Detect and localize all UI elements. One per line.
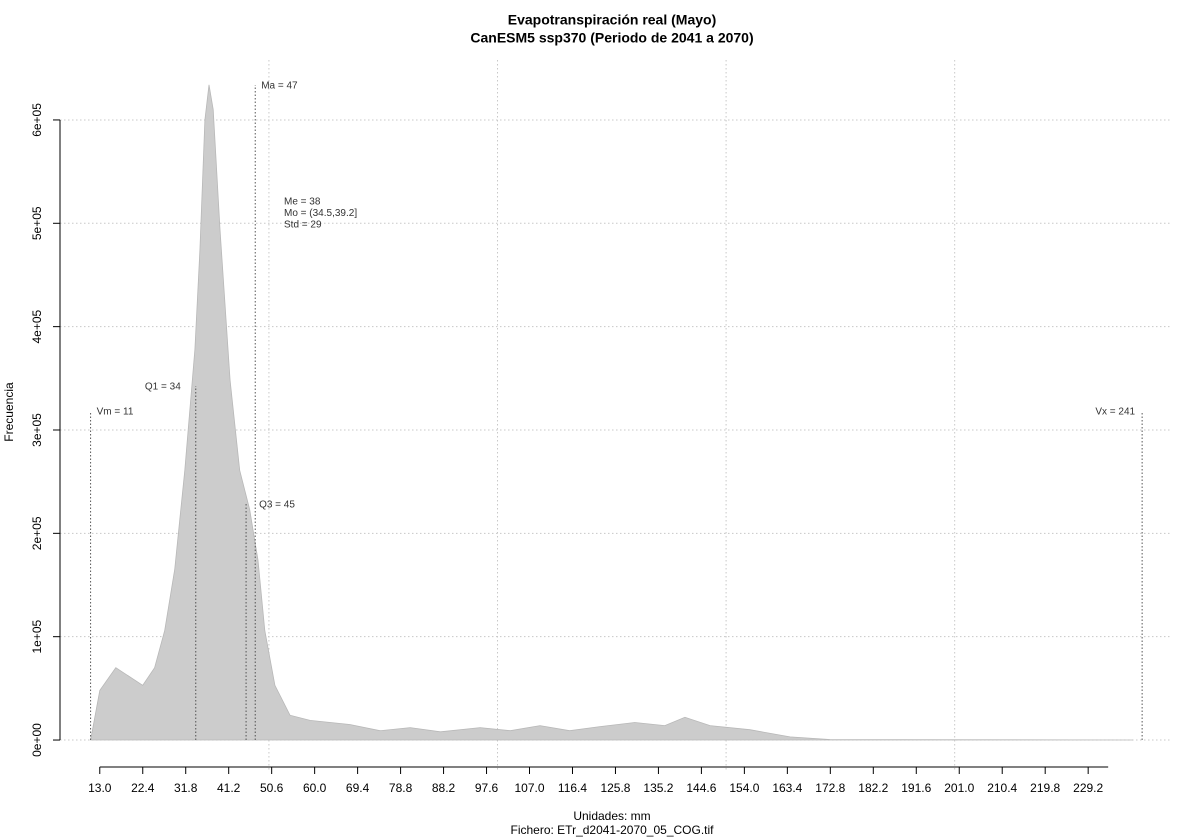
x-tick-label: 125.8 [600,781,630,795]
y-tick-label: 6e+05 [30,103,44,137]
x-tick-label: 210.4 [987,781,1017,795]
x-tick-label: 144.6 [686,781,716,795]
marker-label: Vm = 11 [97,407,134,418]
stat-label: Std = 29 [284,220,322,231]
y-tick-label: 1e+05 [30,620,44,654]
caption: Fichero: ETr_d2041-2070_05_COG.tif [511,823,715,837]
y-tick-label: 0e+00 [30,723,44,757]
stat-label: Me = 38 [284,197,321,208]
chart-title: Evapotranspiración real (Mayo) [508,12,717,28]
y-tick-label: 2e+05 [30,516,44,550]
x-axis-title: Unidades: mm [573,809,650,823]
x-tick-label: 31.8 [174,781,198,795]
marker-label: Q1 = 34 [145,382,181,393]
x-tick-label: 41.2 [217,781,241,795]
x-tick-label: 201.0 [944,781,974,795]
x-tick-label: 60.0 [303,781,327,795]
y-tick-label: 4e+05 [30,309,44,343]
x-tick-label: 182.2 [858,781,888,795]
marker-label: Q3 = 45 [259,500,295,511]
marker-label: Ma = 47 [261,81,298,92]
x-tick-label: 69.4 [346,781,370,795]
y-axis-title: Frecuencia [2,382,16,442]
x-tick-label: 116.4 [558,781,587,795]
x-tick-label: 229.2 [1073,781,1103,795]
x-tick-label: 107.0 [514,781,544,795]
y-tick-label: 3e+05 [30,413,44,447]
chart-subtitle: CanESM5 ssp370 (Periodo de 2041 a 2070) [470,30,753,46]
x-tick-label: 191.6 [901,781,931,795]
x-tick-label: 88.2 [432,781,456,795]
x-tick-label: 78.8 [389,781,413,795]
x-tick-label: 219.8 [1030,781,1060,795]
x-tick-label: 172.8 [815,781,845,795]
density-area [90,84,1133,741]
stat-label: Mo = (34.5,39.2] [284,208,357,219]
x-tick-label: 154.0 [729,781,759,795]
x-tick-label: 50.6 [260,781,284,795]
x-tick-label: 163.4 [772,781,802,795]
marker-label: Vx = 241 [1095,407,1135,418]
x-tick-label: 97.6 [475,781,499,795]
x-tick-label: 135.2 [643,781,673,795]
x-tick-label: 13.0 [88,781,112,795]
x-tick-label: 22.4 [131,781,155,795]
y-tick-label: 5e+05 [30,206,44,240]
